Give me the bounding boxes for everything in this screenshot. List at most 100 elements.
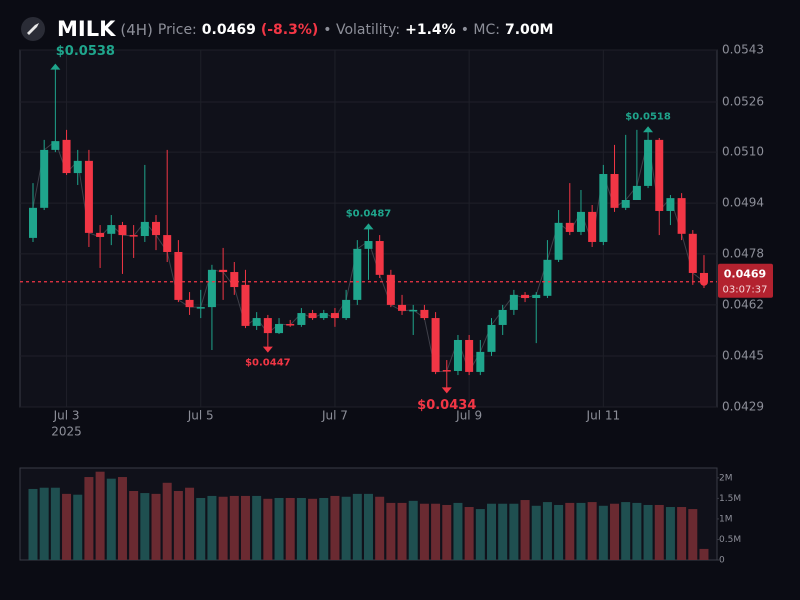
candle-body [129, 235, 138, 237]
peak-marker [363, 223, 374, 230]
candle-body [588, 211, 597, 242]
volume-bar [621, 502, 631, 560]
x-year-label: 2025 [51, 425, 82, 439]
candle-body [398, 304, 407, 311]
symbol: MILK [57, 17, 116, 41]
candle-body [621, 200, 630, 208]
volume-bar [263, 498, 273, 560]
candle-body [330, 313, 339, 319]
volume-bar [173, 491, 183, 560]
y-tick-label: 0.0429 [722, 400, 764, 414]
volume-bar [386, 502, 396, 560]
volume-bar [665, 507, 675, 560]
volume-bar [688, 509, 698, 560]
last-price-dot [699, 277, 708, 286]
candle-body [252, 318, 261, 326]
candle-body [29, 207, 37, 238]
y-tick-label: 0.0478 [722, 246, 764, 260]
volume-bar [632, 502, 642, 560]
volume-bar [50, 487, 60, 560]
candle-body [275, 324, 284, 334]
candle-body [521, 294, 530, 299]
change: (-8.3%) [261, 22, 318, 38]
candle-body [576, 211, 585, 232]
y-tick-label: 2M [719, 473, 733, 483]
volume-bar [162, 482, 172, 560]
candle-body [442, 370, 451, 372]
volume-bar [62, 493, 72, 560]
volatility-label: • Volatility: [323, 22, 400, 38]
x-tick-label: Jul 7 [321, 409, 348, 423]
volume-bar [643, 504, 653, 560]
y-tick-label: 0.0543 [722, 43, 764, 57]
peak-label: $0.0487 [346, 208, 392, 219]
volume-bar [442, 504, 452, 560]
y-tick-label: 0.0462 [722, 297, 764, 311]
candle-body [230, 272, 239, 288]
volume-bar [341, 496, 351, 560]
volume-bar [140, 493, 150, 560]
candle-body [465, 339, 474, 372]
volume-bar [207, 495, 217, 560]
volume-bar [531, 505, 541, 560]
candle-body [118, 225, 127, 236]
candle-body [73, 160, 82, 174]
candle-body [532, 294, 541, 299]
volume-bar [487, 503, 497, 560]
volume-bar [610, 503, 620, 560]
price-label: Price: [158, 22, 197, 38]
volume-bar [565, 502, 575, 560]
volume-bar [375, 496, 385, 560]
mc: 7.00M [505, 22, 553, 38]
candle-body [509, 294, 518, 310]
volume-bar [196, 497, 206, 560]
candle-body [655, 139, 664, 211]
trough-marker [441, 387, 452, 394]
candle-body [107, 225, 116, 234]
volume-bar [151, 493, 161, 560]
y-tick-label: 1M [719, 514, 733, 524]
candle-body [487, 324, 496, 352]
candle-body [688, 233, 697, 273]
candle-body [84, 160, 93, 233]
candle-body [364, 241, 373, 249]
volume-bar [699, 548, 709, 560]
volume-bar [431, 503, 441, 560]
candle-body [699, 272, 708, 282]
peak-marker [50, 63, 61, 70]
volume-bar [397, 502, 407, 560]
x-tick-label: Jul 9 [455, 409, 482, 423]
y-tick-label: 0.5M [719, 535, 741, 545]
candle-body [263, 318, 272, 334]
volume-bar [218, 496, 228, 560]
header: MILK (4H) Price: 0.0469 (-8.3%) • Volatility:… [57, 17, 553, 41]
y-tick-label: 0.0494 [722, 196, 764, 210]
volume-bar [475, 509, 485, 560]
volume-bar [330, 495, 340, 560]
candle-body [51, 141, 60, 150]
candle-body [554, 222, 563, 260]
volume-bar [73, 494, 83, 560]
x-tick-label: Jul 5 [187, 409, 214, 423]
volume-bar [464, 507, 474, 560]
volume-bar [95, 471, 105, 560]
y-tick-label: 0.0445 [722, 348, 764, 362]
volume-bar [542, 502, 552, 560]
volume-bar [296, 497, 306, 560]
volume-bar [352, 493, 362, 560]
candle-body [375, 241, 384, 275]
trough-marker [262, 346, 273, 353]
candle-body [420, 309, 429, 319]
candle-body [599, 174, 608, 242]
volume-bar [285, 497, 295, 560]
last-price-label: 0.0469 [724, 268, 766, 281]
volume-bar [419, 503, 429, 560]
volume-bar [576, 502, 586, 560]
interval: (4H) [120, 21, 153, 39]
candle-body [342, 299, 351, 319]
countdown: 03:07:37 [723, 285, 768, 296]
candle-body [319, 313, 328, 319]
candle-body [40, 149, 49, 208]
candle-body [565, 222, 574, 232]
